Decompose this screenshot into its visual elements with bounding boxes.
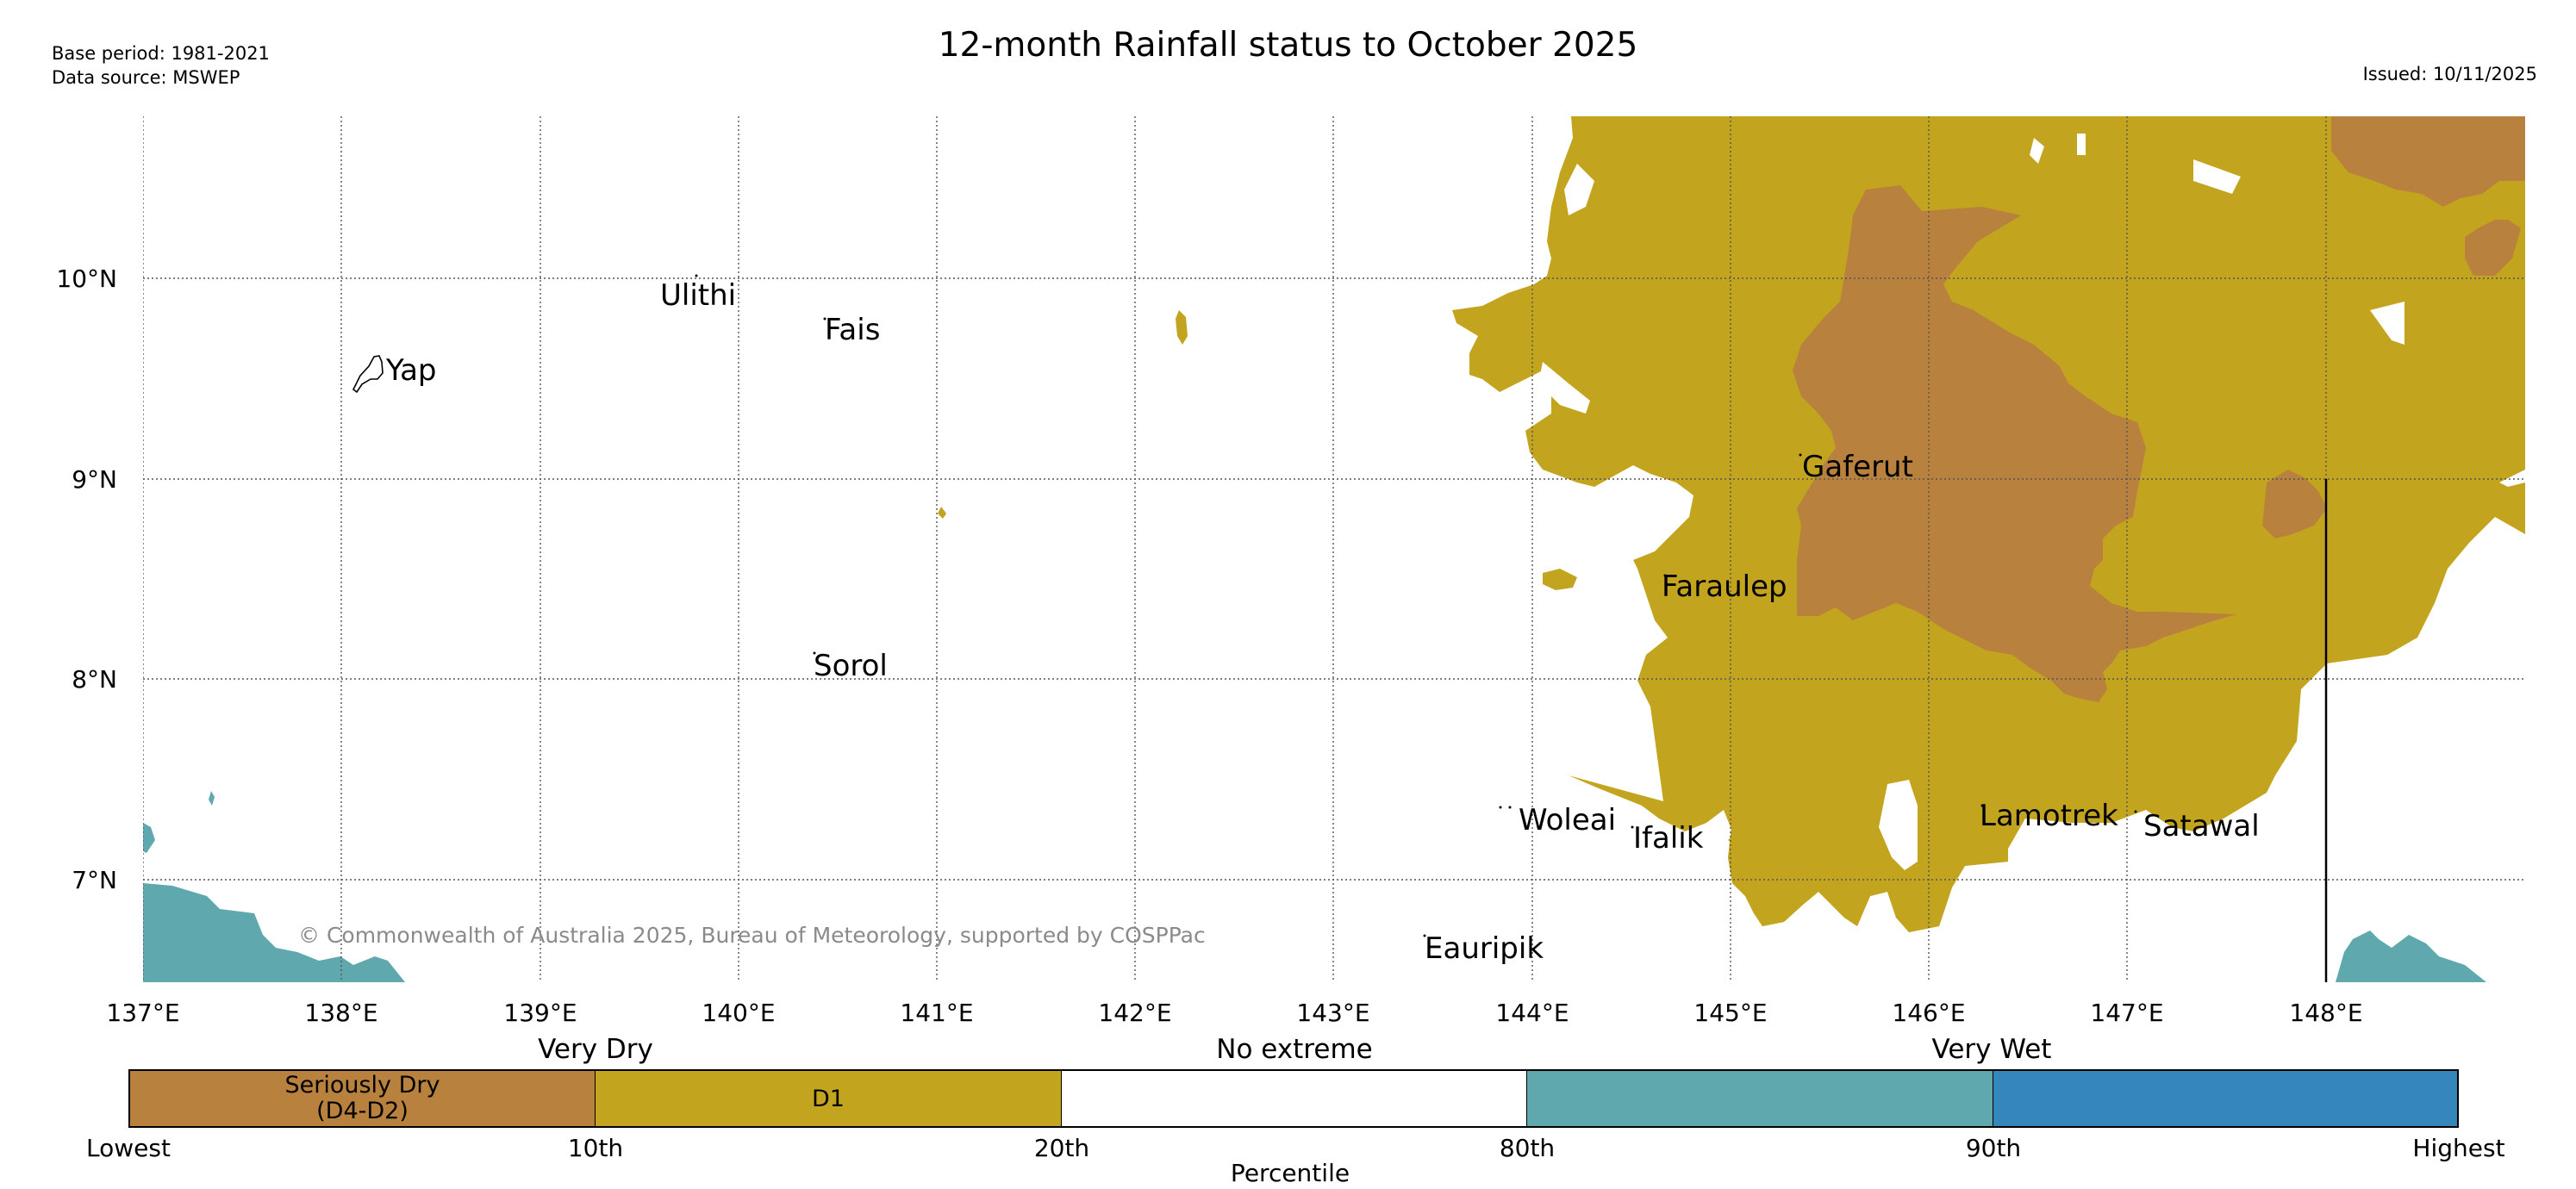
lat-label-7n: 7°N [72, 866, 117, 894]
region-wet-se [2336, 931, 2486, 982]
place-sorol: Sorol [814, 649, 888, 683]
speck-d1-3 [1728, 834, 1741, 844]
hole-3 [2370, 302, 2404, 345]
legend-seg-seriously-dry: Seriously Dry (D4-D2) [128, 1069, 596, 1128]
legend-tick-20th: 20th [1033, 1134, 1090, 1162]
legend-seg-d1: D1 [596, 1069, 1062, 1128]
lon-label-143e: 143°E [1296, 999, 1369, 1027]
legend-tick-lowest: Lowest [86, 1134, 171, 1162]
legend-group-no-extreme: No extreme [1216, 1034, 1373, 1065]
place-ulithi: Ulithi [660, 278, 736, 313]
lon-label-147e: 147°E [2090, 999, 2163, 1027]
legend-tick-90th: 90th [1965, 1134, 2022, 1162]
place-eauripik: Eauripik [1425, 931, 1544, 966]
atoll-markers [695, 274, 2137, 937]
place-woleai: Woleai [1519, 803, 1616, 837]
legend-tick-highest: Highest [2412, 1134, 2505, 1162]
speck-d1-4 [1543, 569, 1577, 590]
region-d1-south [1728, 810, 2008, 932]
lon-label-145e: 145°E [1693, 999, 1767, 1027]
map-title: 12-month Rainfall status to October 2025 [938, 26, 1638, 65]
legend-tick-10th: 10th [567, 1134, 624, 1162]
region-wet-speck [209, 791, 215, 806]
lat-label-10n: 10°N [56, 265, 117, 293]
copyright-notice: © Commonwealth of Australia 2025, Bureau… [298, 923, 1206, 948]
place-satawal: Satawal [2143, 809, 2260, 844]
region-seriously-dry-e2 [2465, 220, 2521, 276]
legend-seg-no-extreme [1062, 1069, 1527, 1128]
metadata-block: Base period: 1981-2021 Data source: MSWE… [52, 41, 270, 90]
legend-seg-very-wet [1993, 1069, 2459, 1128]
place-yap: Yap [385, 353, 437, 388]
yap-island-outline [352, 355, 384, 394]
hole-4 [1564, 164, 1594, 215]
region-seriously-dry [1793, 185, 2236, 702]
lon-label-148e: 148°E [2289, 999, 2362, 1027]
region-wet-w [143, 823, 155, 853]
base-period: Base period: 1981-2021 [52, 43, 270, 64]
graticule [143, 116, 2525, 982]
place-gaferut: Gaferut [1802, 450, 1913, 484]
region-wet-sw [143, 883, 405, 982]
place-lamotrek: Lamotrek [1980, 799, 2118, 833]
lon-label-138e: 138°E [304, 999, 377, 1027]
place-ifalik: Ifalik [1633, 821, 1704, 856]
legend-seg-wet [1527, 1069, 1993, 1128]
lat-label-9n: 9°N [72, 465, 117, 494]
lon-label-146e: 146°E [1892, 999, 1965, 1027]
issued-date: Issued: 10/11/2025 [2362, 64, 2537, 84]
legend-group-very-dry: Very Dry [538, 1034, 653, 1065]
hole-1 [1538, 362, 1590, 414]
place-faraulep: Faraulep [1662, 570, 1787, 604]
data-source: Data source: MSWEP [52, 67, 240, 88]
place-fais: Fais [825, 313, 880, 347]
speck-d1-1 [1176, 310, 1188, 345]
legend-group-very-wet: Very Wet [1931, 1034, 2052, 1065]
hole-7 [2077, 134, 2086, 155]
legend-label-d1: D1 [812, 1086, 845, 1112]
hole-2 [1879, 780, 1918, 870]
legend-tick-80th: 80th [1499, 1134, 1556, 1162]
lon-label-142e: 142°E [1098, 999, 1171, 1027]
lon-label-141e: 141°E [900, 999, 973, 1027]
lon-label-137e: 137°E [106, 999, 179, 1027]
region-seriously-dry-e [2262, 470, 2327, 538]
lat-label-8n: 8°N [72, 665, 117, 694]
legend-label-seriously-dry: Seriously Dry [284, 1072, 440, 1099]
lon-label-139e: 139°E [503, 999, 577, 1027]
hole-6 [2499, 470, 2525, 487]
hole-5 [2193, 159, 2241, 194]
lon-label-140e: 140°E [702, 999, 775, 1027]
legend-label-d4-d2: (D4-D2) [316, 1098, 409, 1124]
lon-label-144e: 144°E [1495, 999, 1569, 1027]
speck-d1-2 [938, 507, 946, 519]
region-seriously-dry-ne [2331, 116, 2525, 207]
legend-axis-label: Percentile [1230, 1159, 1350, 1187]
hole-8 [2030, 138, 2044, 164]
